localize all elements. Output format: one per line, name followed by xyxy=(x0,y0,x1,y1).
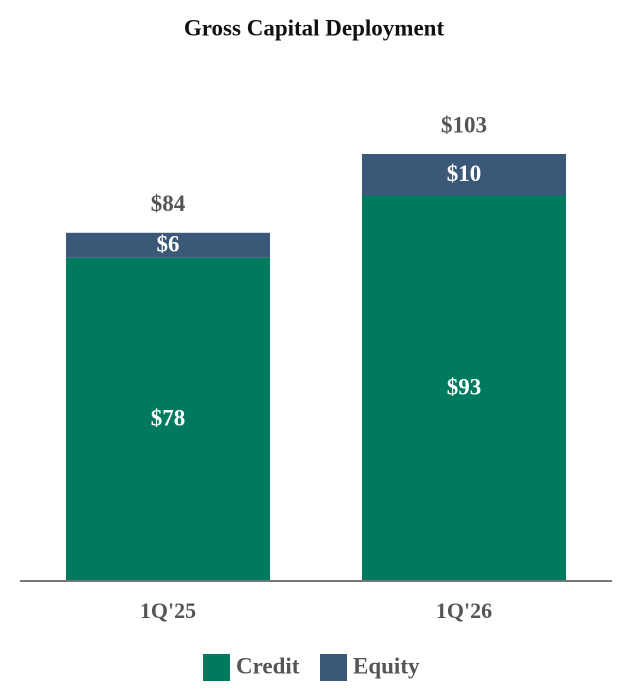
total-label: $103 xyxy=(441,112,487,137)
value-label: $78 xyxy=(151,406,186,431)
bar-segment xyxy=(66,232,270,258)
x-tick-label: 1Q'26 xyxy=(436,598,492,623)
value-label: $10 xyxy=(447,161,482,186)
x-tick-label: 1Q'25 xyxy=(140,598,196,623)
legend-label: Credit xyxy=(236,653,300,678)
bar-segment xyxy=(66,257,270,581)
legend-swatch xyxy=(320,654,347,681)
legend-swatch xyxy=(203,654,230,681)
value-label: $6 xyxy=(157,231,180,256)
total-label: $84 xyxy=(151,191,186,216)
chart-title: Gross Capital Deployment xyxy=(184,15,445,40)
legend-label: Equity xyxy=(353,653,420,678)
bar-segment xyxy=(362,195,566,582)
value-label: $93 xyxy=(447,375,482,400)
bar-segment xyxy=(362,154,566,196)
